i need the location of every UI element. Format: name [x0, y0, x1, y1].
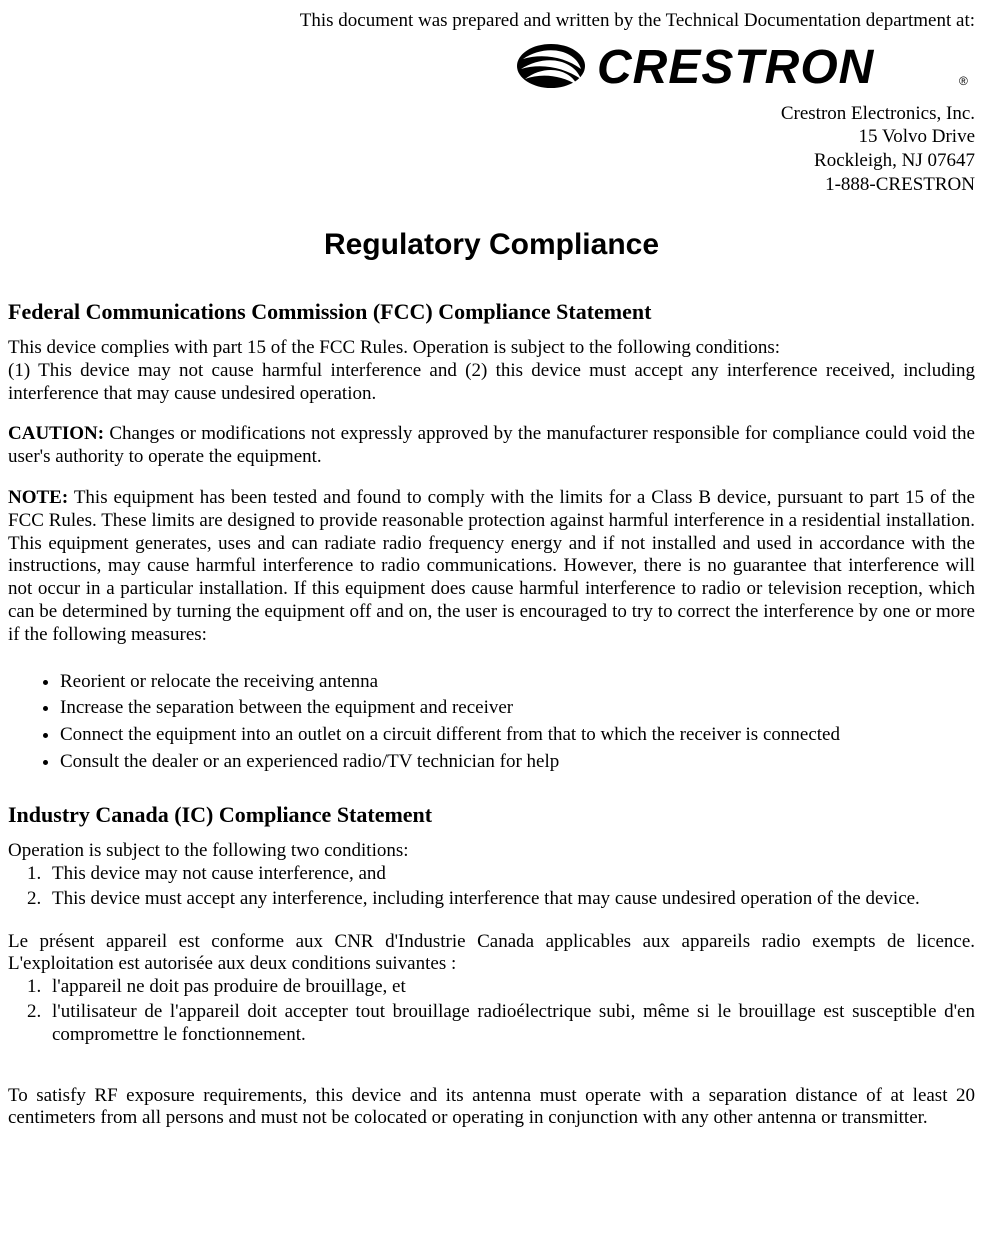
page-title: Regulatory Compliance: [8, 227, 975, 263]
company-addr2: Rockleigh, NJ 07647: [8, 149, 975, 173]
list-item: l'utilisateur de l'appareil doit accepte…: [46, 1001, 975, 1047]
note-text: This equipment has been tested and found…: [8, 487, 975, 645]
company-addr1: 15 Volvo Drive: [8, 125, 975, 149]
list-item: Reorient or relocate the receiving anten…: [60, 669, 975, 696]
list-item: This device must accept any interference…: [46, 888, 975, 911]
fcc-caution: CAUTION: Changes or modifications not ex…: [8, 423, 975, 469]
fcc-note: NOTE: This equipment has been tested and…: [8, 487, 975, 647]
company-name: Crestron Electronics, Inc.: [8, 102, 975, 126]
svg-text:CRESTRON: CRESTRON: [597, 41, 875, 93]
ic-list-en: This device may not cause interference, …: [8, 863, 975, 911]
caution-text: Changes or modifications not expressly a…: [8, 423, 975, 467]
list-item: Connect the equipment into an outlet on …: [60, 722, 975, 749]
ic-fr-intro: Le présent appareil est conforme aux CNR…: [8, 931, 975, 977]
list-item: This device may not cause interference, …: [46, 863, 975, 886]
fcc-p1: This device complies with part 15 of the…: [8, 337, 975, 360]
list-item: l'appareil ne doit pas produire de broui…: [46, 976, 975, 999]
company-address: Crestron Electronics, Inc. 15 Volvo Driv…: [8, 102, 975, 197]
list-item: Consult the dealer or an experienced rad…: [60, 749, 975, 776]
rf-exposure: To satisfy RF exposure requirements, thi…: [8, 1085, 975, 1131]
logo-block: CRESTRON ®: [8, 39, 975, 100]
crestron-logo-icon: CRESTRON ®: [515, 39, 975, 100]
note-label: NOTE:: [8, 487, 68, 508]
fcc-p2: (1) This device may not cause harmful in…: [8, 360, 975, 406]
ic-heading: Industry Canada (IC) Compliance Statemen…: [8, 802, 975, 828]
svg-text:®: ®: [959, 74, 968, 88]
ic-p1: Operation is subject to the following tw…: [8, 840, 975, 863]
list-item: Increase the separation between the equi…: [60, 695, 975, 722]
fcc-bullets: Reorient or relocate the receiving anten…: [8, 669, 975, 776]
company-phone: 1-888-CRESTRON: [8, 173, 975, 197]
fcc-heading: Federal Communications Commission (FCC) …: [8, 299, 975, 325]
ic-list-fr: l'appareil ne doit pas produire de broui…: [8, 976, 975, 1046]
prepared-by-note: This document was prepared and written b…: [8, 10, 975, 33]
caution-label: CAUTION:: [8, 423, 104, 444]
